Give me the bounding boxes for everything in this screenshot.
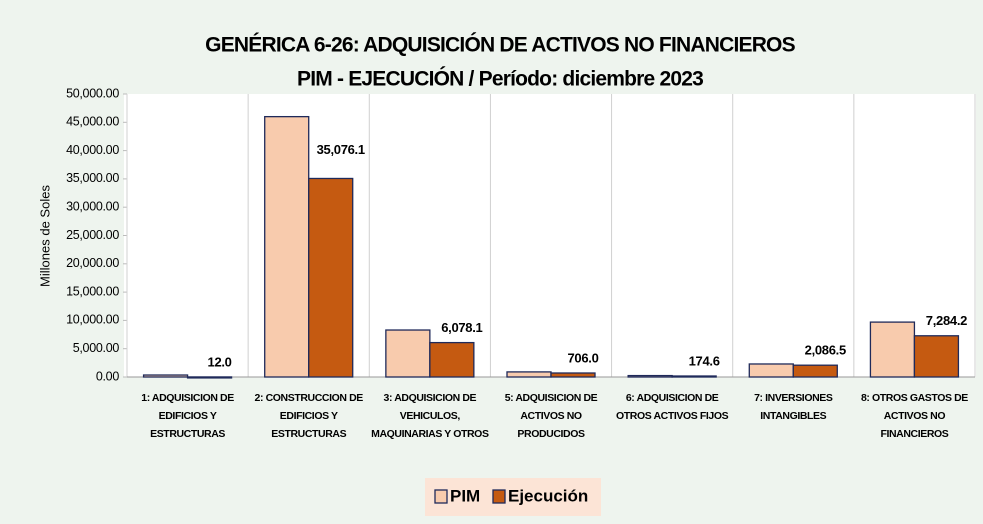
y-tick-label: 50,000.00: [66, 86, 119, 100]
legend-swatch: [492, 489, 506, 504]
bar: [671, 375, 717, 378]
chart-title: GENÉRICA 6-26: ADQUISICIÓN DE ACTIVOS NO…: [205, 33, 795, 57]
bar: [913, 335, 960, 378]
data-label: 12.0: [208, 354, 232, 369]
bar: [429, 341, 475, 378]
data-label: 6,078.1: [441, 320, 482, 335]
x-tick-label: 6: ADQUISICION DE OTROS ACTIVOS FIJOS: [616, 392, 729, 422]
x-tick-label: 1: ADQUISICION DE EDIFICIOS Y ESTRUCTURA…: [141, 392, 234, 440]
data-label: 174.6: [689, 353, 720, 368]
y-tick-label: 30,000.00: [66, 199, 119, 213]
bar: [627, 374, 673, 378]
bar: [142, 374, 189, 378]
bar: [264, 115, 310, 378]
y-tick-label: 0.00: [96, 369, 119, 383]
legend-label: Ejecución: [508, 486, 588, 505]
chart-subtitle: PIM - EJECUCIÓN / Período: diciembre 202…: [297, 67, 703, 91]
y-tick-label: 25,000.00: [66, 228, 119, 242]
legend-swatch: [434, 489, 448, 504]
y-tick-label: 5,000.00: [73, 341, 120, 355]
bar: [550, 372, 596, 378]
x-tick-label: 7: INVERSIONES INTANGIBLES: [754, 392, 833, 422]
legend-label: PIM: [450, 486, 480, 505]
bar: [186, 376, 233, 379]
y-tick-label: 35,000.00: [66, 171, 119, 185]
y-tick-label: 15,000.00: [66, 284, 119, 298]
data-label: 706.0: [567, 350, 598, 365]
y-axis-label: Millones de Soles: [37, 185, 52, 287]
bar: [385, 329, 431, 378]
y-tick-label: 20,000.00: [66, 256, 119, 270]
x-tick-label: 5: ADQUISICION DE ACTIVOS NO PRODUCIDOS: [504, 392, 598, 440]
data-label: 35,076.1: [317, 142, 365, 157]
y-tick-label: 10,000.00: [66, 313, 119, 327]
x-tick-label: 3: ADQUISICION DE VEHICULOS, MAQUINARIAS…: [371, 392, 489, 440]
plot-area: [124, 94, 976, 377]
y-tick-label: 40,000.00: [66, 143, 119, 157]
bar: [308, 177, 354, 378]
bar: [869, 321, 916, 378]
x-tick-label: 8: OTROS GASTOS DE ACTIVOS NO FINANCIERO…: [860, 392, 968, 440]
bar: [792, 364, 838, 378]
legend-box: [425, 478, 601, 516]
x-tick-label: 2: CONSTRUCCION DE EDIFICIOS Y ESTRUCTUR…: [254, 392, 364, 440]
data-label: 2,086.5: [805, 343, 846, 358]
bar: [506, 371, 552, 378]
data-label: 7,284.2: [926, 313, 967, 328]
bar: [748, 363, 794, 378]
y-tick-label: 45,000.00: [66, 115, 119, 129]
